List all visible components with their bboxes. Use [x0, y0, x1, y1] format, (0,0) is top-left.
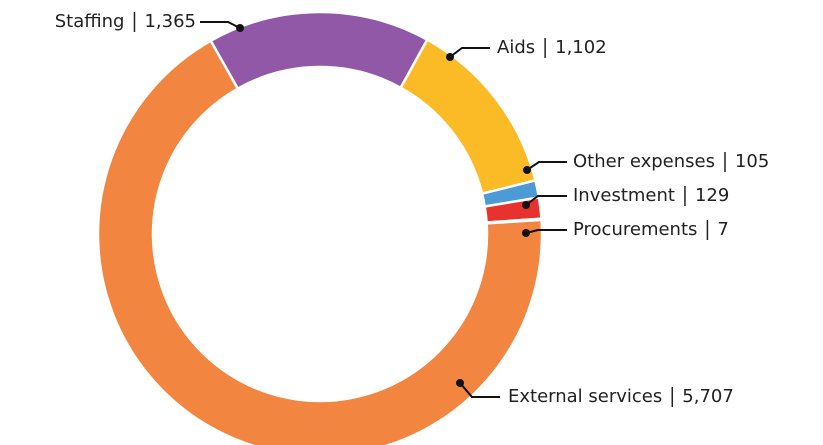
- leader-dot: [236, 24, 244, 32]
- leader-line: [526, 161, 567, 171]
- label-value: 1,102: [555, 37, 607, 58]
- leader-dot: [522, 229, 530, 237]
- leader-line: [525, 195, 567, 206]
- leader-dot: [522, 201, 530, 209]
- leader-dot: [446, 53, 454, 61]
- label-value: 105: [735, 151, 769, 172]
- label-name: Procurements: [573, 219, 697, 240]
- leader-line: [459, 382, 500, 398]
- label-name: Aids: [497, 37, 535, 58]
- leader-dot: [523, 166, 531, 174]
- label-value: 129: [695, 185, 729, 206]
- label-value: 7: [717, 219, 728, 240]
- donut-segment: [208, 10, 429, 91]
- leader-line: [449, 47, 490, 58]
- leader-line: [200, 21, 241, 29]
- label-name: Staffing: [55, 11, 125, 32]
- donut-segment: [398, 37, 537, 196]
- donut-segment: [96, 39, 544, 445]
- leader-dot: [456, 379, 464, 387]
- label-name: External services: [508, 386, 662, 407]
- leader-line: [525, 229, 567, 234]
- label-value: 1,365: [144, 11, 196, 32]
- label-name: Investment: [573, 185, 675, 206]
- label-name: Other expenses: [573, 151, 715, 172]
- label-value: 5,707: [682, 386, 734, 407]
